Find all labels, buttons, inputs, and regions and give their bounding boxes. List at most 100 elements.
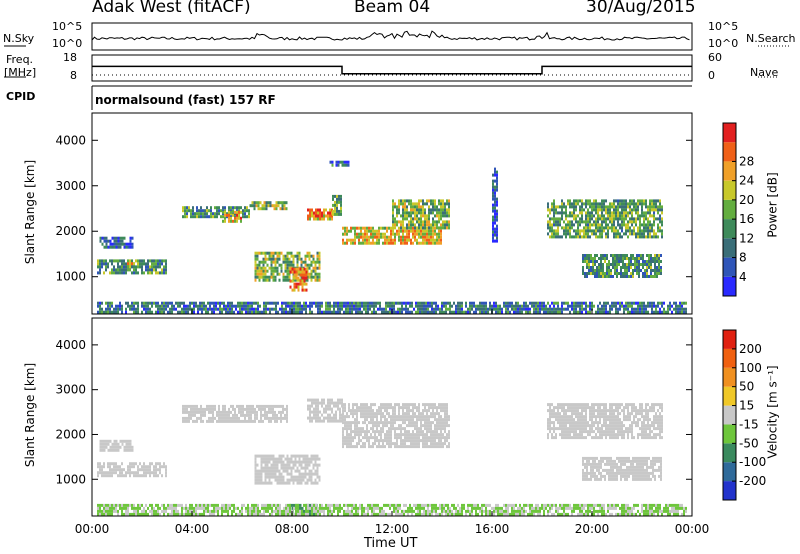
heatmap-cell (153, 301, 155, 305)
heatmap-cell (440, 433, 442, 437)
heatmap-cell (593, 412, 595, 416)
heatmap-cell (406, 226, 408, 230)
heatmap-cell (185, 310, 187, 314)
heatmap-cell (443, 301, 445, 305)
heatmap-cell (299, 267, 302, 271)
heatmap-cell (410, 433, 412, 437)
heatmap-cell (654, 263, 656, 266)
heatmap-cell (111, 262, 113, 266)
heatmap-cell (298, 454, 301, 458)
heatmap-cell (571, 211, 573, 215)
heatmap-cell (604, 260, 606, 263)
heatmap-cell (173, 307, 175, 311)
heatmap-cell (121, 271, 123, 275)
heatmap-cell (448, 214, 450, 218)
heatmap-cell (585, 232, 587, 236)
heatmap-cell (639, 307, 641, 311)
heatmap-cell (627, 427, 629, 431)
heatmap-cell (483, 304, 485, 308)
heatmap-cell (288, 251, 291, 255)
heatmap-cell (625, 406, 627, 410)
heatmap-cell (529, 301, 531, 305)
heatmap-cell (228, 407, 230, 411)
heatmap-cell (336, 203, 338, 207)
heatmap-cell (137, 265, 139, 269)
heatmap-cell (396, 220, 398, 224)
heatmap-cell (669, 307, 671, 311)
heatmap-cell (430, 211, 432, 215)
heatmap-cell (378, 421, 380, 425)
heatmap-cell (254, 481, 257, 485)
heatmap-cell (605, 208, 607, 212)
heatmap-cell (285, 304, 287, 308)
heatmap-cell (585, 307, 587, 311)
heatmap-cell (571, 436, 573, 440)
heatmap-cell (653, 211, 655, 215)
heatmap-cell (621, 202, 623, 206)
heatmap-cell (131, 259, 133, 263)
heatmap-cell (553, 202, 555, 206)
heatmap-cell (276, 463, 279, 467)
heatmap-cell (410, 424, 412, 428)
heatmap-cell (432, 430, 434, 434)
heatmap-cell (153, 262, 155, 266)
heatmap-cell (595, 208, 597, 212)
heatmap-cell (264, 272, 267, 276)
heatmap-cell (348, 406, 350, 410)
heatmap-cell (323, 416, 325, 420)
heatmap-cell (263, 310, 265, 314)
heatmap-cell (448, 415, 450, 419)
heatmap-cell (310, 263, 313, 267)
heatmap-cell (340, 194, 342, 198)
heatmap-cell (380, 409, 382, 413)
heatmap-cell (313, 301, 315, 305)
heatmap-cell (151, 271, 153, 275)
heatmap-cell (167, 310, 169, 314)
heatmap-cell (653, 199, 655, 203)
heatmap-cell (115, 304, 117, 308)
heatmap-cell (569, 220, 571, 224)
heatmap-cell (416, 226, 418, 230)
heatmap-cell (251, 310, 253, 314)
heatmap-cell (579, 229, 581, 233)
heatmap-cell (657, 310, 659, 314)
heatmap-cell (113, 445, 116, 449)
heatmap-cell (430, 439, 432, 443)
heatmap-cell (181, 301, 183, 305)
heatmap-cell (293, 301, 295, 305)
heatmap-cell (643, 226, 645, 230)
heatmap-cell (224, 210, 226, 214)
heatmap-cell (573, 199, 575, 203)
heatmap-cell (301, 273, 304, 277)
heatmap-cell (376, 409, 378, 413)
heatmap-cell (228, 219, 230, 223)
heatmap-cell (334, 206, 336, 210)
heatmap-cell (350, 445, 352, 449)
heatmap-cell (547, 421, 549, 425)
heatmap-cell (635, 307, 637, 311)
heatmap-cell (531, 301, 533, 305)
heatmap-cell (567, 304, 569, 308)
heatmap-cell (141, 259, 143, 263)
heatmap-cell (99, 310, 101, 314)
heatmap-cell (234, 215, 236, 219)
heatmap-cell (327, 211, 329, 215)
heatmap-cell (635, 202, 637, 206)
heatmap-cell (583, 409, 585, 413)
heatmap-cell (575, 217, 577, 221)
heatmap-cell (129, 265, 131, 269)
heatmap-cell (555, 217, 557, 221)
heatmap-cell (129, 239, 132, 243)
heatmap-cell (370, 235, 372, 239)
heatmap-cell (593, 229, 595, 233)
heatmap-cell (294, 460, 297, 464)
heatmap-cell (597, 211, 599, 215)
heatmap-cell (337, 160, 340, 164)
heatmap-cell (258, 266, 261, 270)
heatmap-cell (325, 214, 327, 218)
heatmap-cell (378, 445, 380, 449)
heatmap-cell (402, 442, 404, 446)
heatmap-cell (127, 442, 130, 446)
heatmap-cell (256, 404, 258, 408)
heatmap-cell (615, 229, 617, 233)
